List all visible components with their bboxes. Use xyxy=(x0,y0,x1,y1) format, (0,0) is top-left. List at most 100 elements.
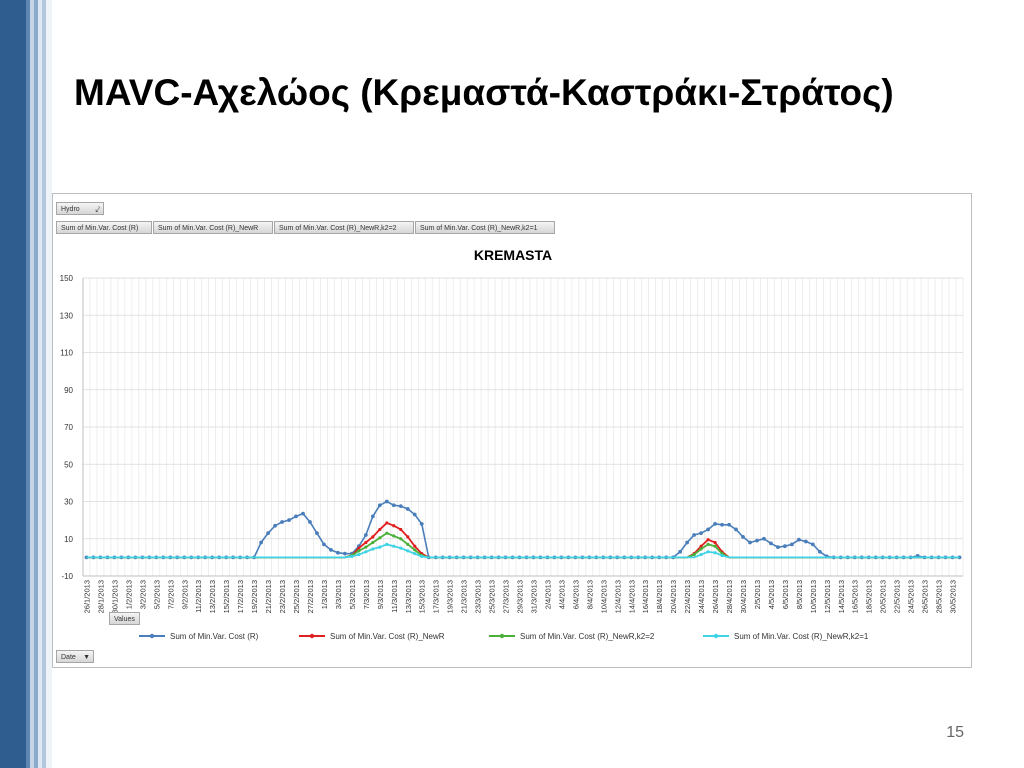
values-field-button[interactable]: Values xyxy=(109,612,140,625)
data-point xyxy=(287,518,291,523)
legend-label: Sum of Min.Var. Cost (R)_NewR xyxy=(330,632,445,641)
data-point xyxy=(399,527,403,532)
x-tick-label: 6/5/2013 xyxy=(781,580,790,609)
x-tick-label: 14/4/2013 xyxy=(627,580,636,613)
x-tick-label: 30/1/2013 xyxy=(110,580,119,613)
data-point xyxy=(385,542,389,546)
data-point xyxy=(817,549,822,554)
legend-field-button-1[interactable]: Sum of Min.Var. Cost (R) xyxy=(56,221,152,234)
data-point xyxy=(720,522,724,527)
x-tick-label: 27/2/2013 xyxy=(306,580,315,613)
y-tick-label: -10 xyxy=(61,572,73,581)
data-point xyxy=(336,550,340,555)
x-tick-label: 26/4/2013 xyxy=(711,580,720,613)
data-point xyxy=(378,527,382,532)
data-point xyxy=(322,542,326,547)
data-point xyxy=(294,514,298,519)
data-point xyxy=(392,544,396,548)
x-tick-label: 4/5/2013 xyxy=(767,580,776,609)
x-tick-label: 3/2/2013 xyxy=(138,580,147,609)
data-point xyxy=(685,540,690,545)
data-point xyxy=(370,514,375,519)
data-point xyxy=(273,523,277,528)
series-line xyxy=(86,543,960,559)
data-point xyxy=(810,542,815,547)
x-tick-label: 29/3/2013 xyxy=(516,580,525,613)
data-point xyxy=(385,531,389,535)
x-tick-label: 8/5/2013 xyxy=(795,580,804,609)
x-tick-label: 17/2/2013 xyxy=(236,580,245,613)
x-tick-label: 26/1/2013 xyxy=(82,580,91,613)
y-tick-label: 30 xyxy=(64,498,73,507)
chart-title: KREMASTA xyxy=(474,247,552,263)
date-axis-button[interactable]: Date ▼ xyxy=(56,650,94,663)
y-tick-label: 10 xyxy=(64,535,73,544)
data-point xyxy=(385,521,389,525)
data-point xyxy=(803,539,808,544)
x-tick-label: 12/4/2013 xyxy=(613,580,622,613)
hydro-filter-button[interactable]: Hydro ⤦ xyxy=(56,202,104,215)
x-tick-label: 30/4/2013 xyxy=(739,580,748,613)
funnel-icon: ⤦ xyxy=(95,205,100,214)
data-point xyxy=(406,542,410,546)
legend-entry-4: Sum of Min.Var. Cost (R)_NewR,k2=1 xyxy=(703,632,869,641)
x-tick-label: 3/3/2013 xyxy=(334,580,343,609)
data-point xyxy=(412,512,417,517)
slide-side-decoration xyxy=(0,0,52,768)
data-point xyxy=(378,545,382,549)
x-tick-label: 28/4/2013 xyxy=(725,580,734,613)
x-tick-label: 6/4/2013 xyxy=(571,580,580,609)
x-tick-label: 23/2/2013 xyxy=(278,580,287,613)
data-point xyxy=(796,537,801,542)
data-point xyxy=(741,534,745,539)
x-tick-label: 20/4/2013 xyxy=(669,580,678,613)
data-point xyxy=(405,507,410,511)
data-point xyxy=(399,537,403,541)
data-point xyxy=(371,535,375,539)
x-tick-label: 13/3/2013 xyxy=(404,580,413,613)
data-point xyxy=(301,511,305,516)
legend-entry-2: Sum of Min.Var. Cost (R)_NewR xyxy=(299,632,445,641)
legend-entry-3: Sum of Min.Var. Cost (R)_NewR,k2=2 xyxy=(489,632,655,641)
data-point xyxy=(762,536,766,541)
date-axis-label: Date xyxy=(61,654,76,661)
legend-label: Sum of Min.Var. Cost (R)_NewR,k2=1 xyxy=(734,632,869,641)
data-point xyxy=(692,552,696,557)
data-point xyxy=(699,547,703,551)
data-point xyxy=(789,542,794,547)
data-point xyxy=(391,503,396,508)
data-point xyxy=(755,538,759,543)
data-point xyxy=(783,544,787,549)
legend-field-button-4[interactable]: Sum of Min.Var. Cost (R)_NewR,k2=1 xyxy=(415,221,555,234)
data-point xyxy=(398,504,403,509)
x-tick-label: 15/2/2013 xyxy=(222,580,231,613)
series-4 xyxy=(86,542,960,559)
x-tick-label: 9/2/2013 xyxy=(180,580,189,609)
legend-field-button-2[interactable]: Sum of Min.Var. Cost (R)_NewR xyxy=(153,221,273,234)
data-point xyxy=(371,547,375,551)
data-point xyxy=(727,522,731,527)
data-point xyxy=(357,552,361,557)
x-tick-label: 19/3/2013 xyxy=(446,580,455,613)
pivot-chart: Hydro ⤦ Sum of Min.Var. Cost (R) Sum of … xyxy=(52,193,972,668)
data-point xyxy=(266,531,270,536)
x-tick-label: 25/2/2013 xyxy=(292,580,301,613)
legend-label: Sum of Min.Var. Cost (R) xyxy=(170,632,259,641)
page-number: 15 xyxy=(946,724,964,741)
x-tick-label: 24/4/2013 xyxy=(697,580,706,613)
data-point xyxy=(315,531,319,536)
data-point xyxy=(419,521,424,526)
x-tick-label: 12/5/2013 xyxy=(823,580,832,613)
hydro-filter-label: Hydro xyxy=(61,206,80,213)
x-tick-label: 17/3/2013 xyxy=(432,580,441,613)
x-tick-label: 5/3/2013 xyxy=(348,580,357,609)
legend-field-button-3[interactable]: Sum of Min.Var. Cost (R)_NewR,k2=2 xyxy=(274,221,414,234)
data-point xyxy=(720,553,724,558)
data-point xyxy=(384,499,389,504)
legend-swatch-marker xyxy=(309,633,315,639)
data-point xyxy=(713,551,717,555)
data-point xyxy=(406,535,410,539)
data-point xyxy=(699,552,703,557)
x-tick-label: 10/4/2013 xyxy=(599,580,608,613)
data-point xyxy=(399,546,403,550)
